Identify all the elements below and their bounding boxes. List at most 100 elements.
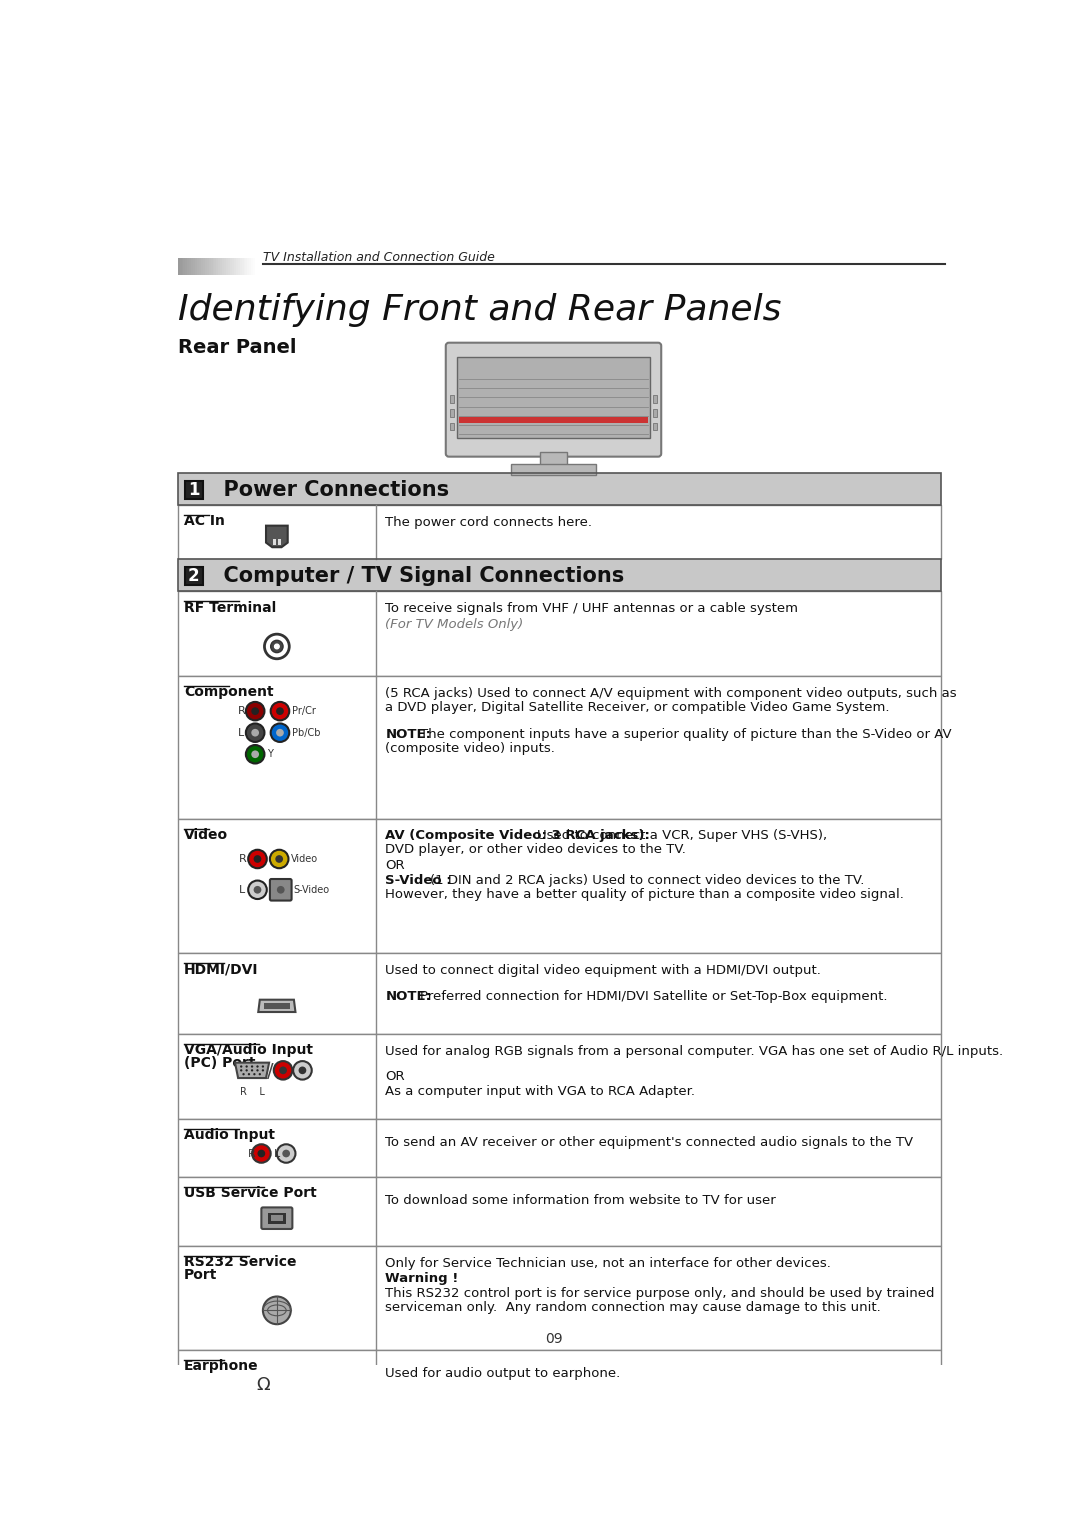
Bar <box>177 558 941 592</box>
Bar <box>177 819 941 953</box>
Bar <box>177 1177 941 1246</box>
Circle shape <box>271 640 283 652</box>
Bar <box>177 676 941 819</box>
Text: Used for audio output to earphone.: Used for audio output to earphone. <box>386 1367 621 1379</box>
Bar <box>195 258 197 275</box>
Bar <box>450 410 455 417</box>
Bar <box>177 558 941 592</box>
Polygon shape <box>258 1000 296 1012</box>
Bar <box>205 258 206 275</box>
Text: USB Service Port: USB Service Port <box>184 1186 316 1200</box>
Circle shape <box>262 1296 291 1324</box>
Text: AC In: AC In <box>184 514 225 528</box>
Bar <box>459 417 648 423</box>
Circle shape <box>248 881 267 899</box>
Bar <box>177 472 941 505</box>
Bar <box>264 1003 291 1009</box>
Circle shape <box>252 1144 271 1163</box>
Circle shape <box>271 724 289 742</box>
Circle shape <box>245 1069 247 1072</box>
Bar <box>215 258 216 275</box>
Text: Earphone: Earphone <box>184 1359 258 1373</box>
Circle shape <box>254 887 261 894</box>
Text: R    L: R L <box>240 1088 265 1097</box>
Text: RS232 Service: RS232 Service <box>184 1255 296 1269</box>
Text: 09: 09 <box>544 1332 563 1345</box>
Bar <box>206 258 208 275</box>
Circle shape <box>253 1074 256 1075</box>
Circle shape <box>242 1074 245 1075</box>
Text: (5 RCA jacks) Used to connect A/V equipment with component video outputs, such a: (5 RCA jacks) Used to connect A/V equipm… <box>386 687 957 700</box>
Text: Preferred connection for HDMI/DVI Satellite or Set-Top-Box equipment.: Preferred connection for HDMI/DVI Satell… <box>419 991 887 1003</box>
Circle shape <box>274 644 280 649</box>
Bar <box>232 258 233 275</box>
Bar <box>191 258 193 275</box>
Text: To receive signals from VHF / UHF antennas or a cable system: To receive signals from VHF / UHF antenn… <box>386 603 798 615</box>
Circle shape <box>293 1062 312 1080</box>
Bar <box>186 258 187 275</box>
Bar <box>233 258 235 275</box>
Text: Used to connect a VCR, Super VHS (S-VHS),: Used to connect a VCR, Super VHS (S-VHS)… <box>538 830 827 842</box>
Text: As a computer input with VGA to RCA Adapter.: As a computer input with VGA to RCA Adap… <box>386 1085 696 1098</box>
Text: NOTE:: NOTE: <box>386 729 431 741</box>
Circle shape <box>261 1069 265 1072</box>
Text: Pr/Cr: Pr/Cr <box>292 706 315 716</box>
Bar <box>540 453 567 466</box>
FancyBboxPatch shape <box>446 342 661 457</box>
Circle shape <box>276 1144 296 1163</box>
Bar <box>247 258 249 275</box>
Text: To download some information from website to TV for user: To download some information from websit… <box>386 1193 777 1207</box>
Text: The power cord connects here.: The power cord connects here. <box>386 515 593 529</box>
Circle shape <box>248 850 267 868</box>
Text: VGA/Audio Input: VGA/Audio Input <box>184 1043 313 1057</box>
Bar <box>181 258 184 275</box>
Bar <box>225 258 226 275</box>
Bar <box>253 258 255 275</box>
FancyBboxPatch shape <box>270 879 292 900</box>
Text: Pb/Cb: Pb/Cb <box>292 727 320 738</box>
Circle shape <box>247 1074 251 1075</box>
Text: HDMI/DVI: HDMI/DVI <box>184 962 258 977</box>
Bar <box>235 258 238 275</box>
Text: OR: OR <box>386 1069 405 1083</box>
Text: R: R <box>247 1149 255 1158</box>
Circle shape <box>246 724 265 742</box>
Text: RF Terminal: RF Terminal <box>184 601 276 615</box>
Bar <box>220 258 222 275</box>
Bar <box>177 1034 941 1118</box>
Circle shape <box>256 1069 258 1072</box>
Text: This RS232 control port is for service purpose only, and should be used by train: This RS232 control port is for service p… <box>386 1287 935 1301</box>
FancyBboxPatch shape <box>185 566 203 586</box>
Circle shape <box>270 850 288 868</box>
Circle shape <box>280 1066 287 1074</box>
Text: Used to connect digital video equipment with a HDMI/DVI output.: Used to connect digital video equipment … <box>386 963 821 977</box>
Bar <box>222 258 225 275</box>
Bar <box>652 423 657 431</box>
Bar <box>177 1246 941 1350</box>
Text: (For TV Models Only): (For TV Models Only) <box>386 618 524 630</box>
Bar <box>177 258 179 275</box>
Bar <box>238 258 240 275</box>
Text: Rear Panel: Rear Panel <box>177 337 296 357</box>
Bar <box>189 258 191 275</box>
Bar <box>249 258 252 275</box>
Circle shape <box>273 1062 293 1080</box>
Text: (PC) Port: (PC) Port <box>184 1057 255 1071</box>
Text: S-Video :: S-Video : <box>386 874 453 887</box>
Circle shape <box>252 729 259 736</box>
Circle shape <box>271 1378 287 1393</box>
Bar <box>179 258 181 275</box>
Text: S-Video: S-Video <box>293 885 329 894</box>
Text: The component inputs have a superior quality of picture than the S-Video or AV: The component inputs have a superior qua… <box>419 729 951 741</box>
Text: Only for Service Technician use, not an interface for other devices.: Only for Service Technician use, not an … <box>386 1256 832 1270</box>
Circle shape <box>276 707 284 715</box>
Text: Computer / TV Signal Connections: Computer / TV Signal Connections <box>208 566 624 586</box>
Bar <box>201 258 203 275</box>
Bar <box>177 1350 941 1408</box>
Circle shape <box>245 1065 247 1068</box>
Circle shape <box>254 854 261 862</box>
Circle shape <box>246 746 265 764</box>
Text: Warning !: Warning ! <box>386 1272 459 1285</box>
Bar <box>240 258 242 275</box>
Circle shape <box>252 707 259 715</box>
